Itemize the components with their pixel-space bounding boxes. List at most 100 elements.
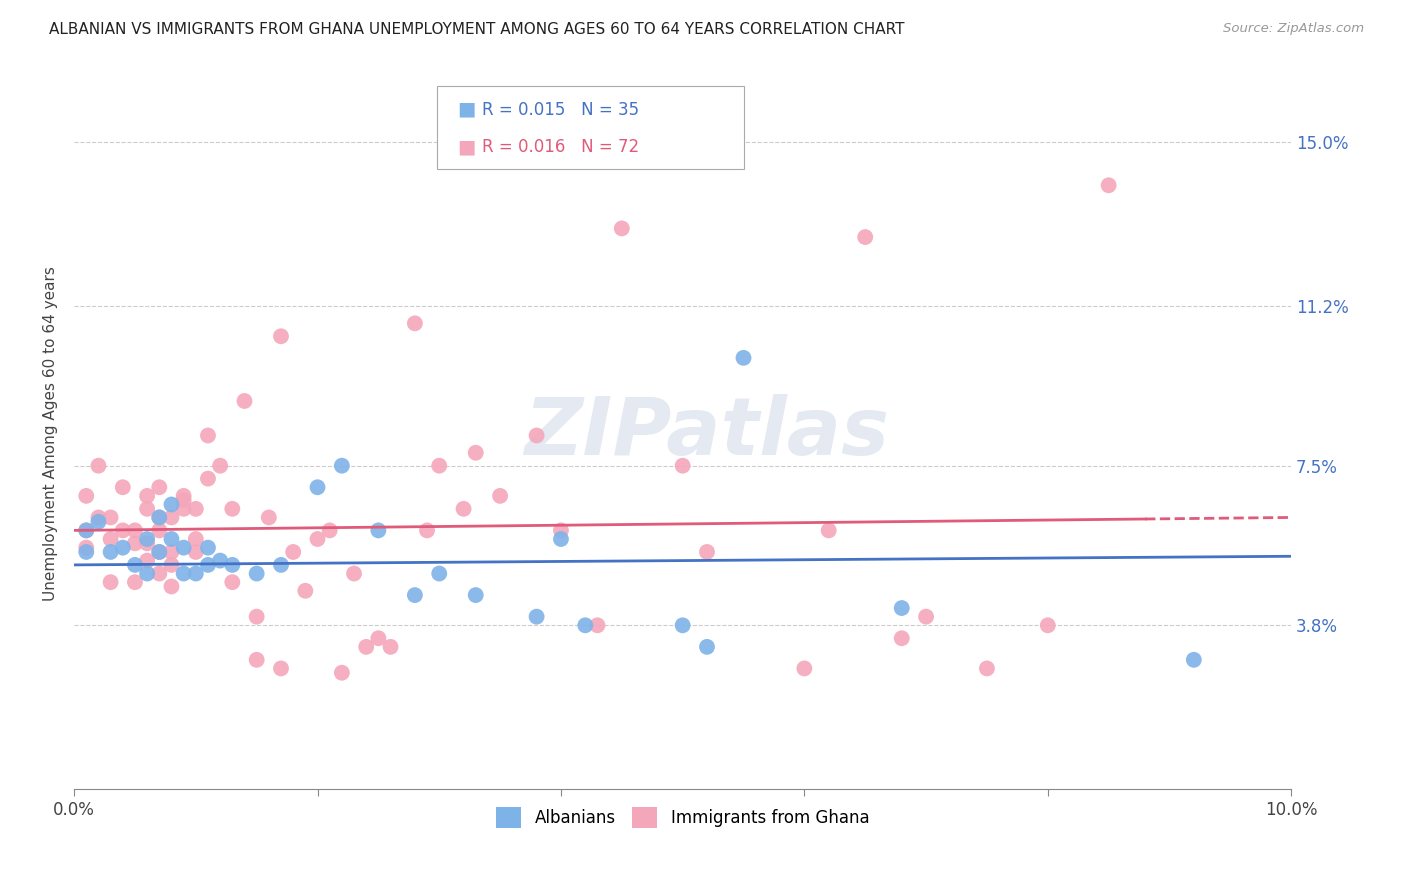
Point: [464, 588, 486, 602]
Point: [672, 458, 695, 473]
Point: [136, 553, 159, 567]
Point: [890, 632, 912, 646]
Point: [221, 558, 243, 572]
Point: [1098, 178, 1121, 193]
Point: [87, 510, 110, 524]
Point: [915, 609, 938, 624]
Point: [574, 618, 596, 632]
Point: [75, 545, 97, 559]
Point: [890, 601, 912, 615]
Point: [733, 351, 755, 365]
Point: [148, 510, 170, 524]
Point: [184, 532, 207, 546]
Point: [173, 489, 195, 503]
Point: [160, 545, 183, 559]
Point: [464, 446, 486, 460]
Point: [367, 632, 389, 646]
Point: [173, 541, 195, 555]
Point: [221, 501, 243, 516]
Point: [173, 501, 195, 516]
Point: [270, 661, 292, 675]
Point: [160, 498, 183, 512]
Point: [197, 428, 219, 442]
Point: [184, 545, 207, 559]
Point: [173, 493, 195, 508]
Point: [197, 541, 219, 555]
Point: [148, 545, 170, 559]
Point: [404, 316, 426, 330]
Point: [111, 524, 134, 538]
Point: [124, 558, 146, 572]
Point: [696, 640, 718, 654]
Point: [233, 394, 256, 409]
Point: [100, 510, 122, 524]
Point: [610, 221, 633, 235]
Point: [136, 501, 159, 516]
Point: [294, 583, 316, 598]
Point: [100, 545, 122, 559]
Text: ■: ■: [457, 100, 475, 119]
Point: [124, 524, 146, 538]
Point: [672, 618, 695, 632]
Point: [136, 489, 159, 503]
Point: [246, 609, 269, 624]
Point: [1182, 653, 1205, 667]
Y-axis label: Unemployment Among Ages 60 to 64 years: Unemployment Among Ages 60 to 64 years: [44, 266, 58, 601]
Point: [197, 558, 219, 572]
Point: [526, 609, 548, 624]
Point: [586, 618, 609, 632]
Text: ZIPatlas: ZIPatlas: [524, 394, 890, 473]
Point: [453, 501, 475, 516]
Point: [354, 640, 377, 654]
Point: [209, 458, 232, 473]
Point: [307, 480, 329, 494]
Point: [100, 575, 122, 590]
Point: [87, 515, 110, 529]
Point: [148, 524, 170, 538]
Point: [160, 558, 183, 572]
Point: [550, 532, 572, 546]
Point: [75, 541, 97, 555]
Point: [853, 230, 876, 244]
Point: [124, 536, 146, 550]
Point: [404, 588, 426, 602]
Point: [380, 640, 402, 654]
Point: [318, 524, 340, 538]
Point: [160, 532, 183, 546]
Point: [197, 472, 219, 486]
Point: [75, 524, 97, 538]
Point: [124, 575, 146, 590]
Point: [184, 501, 207, 516]
Text: ALBANIAN VS IMMIGRANTS FROM GHANA UNEMPLOYMENT AMONG AGES 60 TO 64 YEARS CORRELA: ALBANIAN VS IMMIGRANTS FROM GHANA UNEMPL…: [49, 22, 904, 37]
Legend: Albanians, Immigrants from Ghana: Albanians, Immigrants from Ghana: [489, 801, 876, 834]
Point: [1036, 618, 1059, 632]
Point: [270, 558, 292, 572]
Point: [148, 545, 170, 559]
Point: [148, 480, 170, 494]
Point: [526, 428, 548, 442]
Point: [221, 575, 243, 590]
Point: [111, 541, 134, 555]
Point: [550, 524, 572, 538]
Point: [75, 524, 97, 538]
Point: [330, 458, 353, 473]
Point: [173, 566, 195, 581]
Point: [427, 458, 450, 473]
Point: [136, 536, 159, 550]
Point: [489, 489, 512, 503]
Text: ■: ■: [457, 137, 475, 157]
Point: [136, 566, 159, 581]
Point: [246, 566, 269, 581]
Point: [696, 545, 718, 559]
Point: [283, 545, 305, 559]
Point: [416, 524, 439, 538]
Point: [148, 510, 170, 524]
Point: [148, 566, 170, 581]
Point: [246, 653, 269, 667]
Text: R = 0.015   N = 35: R = 0.015 N = 35: [482, 101, 640, 119]
Point: [160, 510, 183, 524]
Point: [75, 489, 97, 503]
Point: [160, 579, 183, 593]
Text: Source: ZipAtlas.com: Source: ZipAtlas.com: [1223, 22, 1364, 36]
Point: [270, 329, 292, 343]
